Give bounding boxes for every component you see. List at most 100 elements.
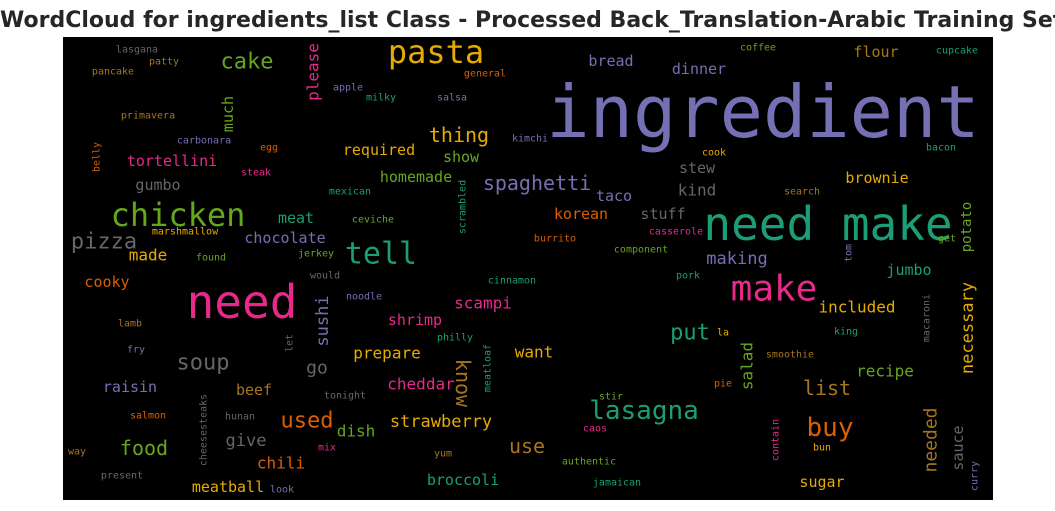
word-tonight: tonight — [324, 391, 366, 402]
word-needed: needed — [921, 407, 942, 472]
word-salsa: salsa — [437, 93, 467, 104]
word-need: need — [187, 275, 298, 329]
word-make: make — [731, 269, 818, 310]
word-jumbo: jumbo — [886, 261, 931, 279]
word-flour: flour — [853, 43, 898, 61]
word-la: la — [717, 328, 729, 339]
word-authentic: authentic — [562, 457, 616, 468]
word-caos: caos — [583, 424, 607, 435]
word-cheesesteaks: cheesesteaks — [199, 394, 210, 466]
word-cook: cook — [702, 148, 726, 159]
word-recipe: recipe — [856, 362, 914, 381]
word-tom: tom — [844, 244, 855, 262]
word-taco: taco — [596, 187, 632, 205]
word-homemade: homemade — [380, 168, 452, 186]
word-lasagna: lasagna — [589, 396, 699, 426]
word-carbonara: carbonara — [177, 136, 231, 147]
word-sauce: sauce — [949, 425, 967, 470]
word-cupcake: cupcake — [936, 46, 978, 57]
word-want: want — [515, 343, 554, 362]
word-stir: stir — [599, 392, 623, 403]
word-hunan: hunan — [225, 412, 255, 423]
word-general: general — [464, 69, 506, 80]
word-much: much — [219, 96, 237, 132]
word-primavera: primavera — [121, 111, 175, 122]
word-king: king — [834, 327, 858, 338]
word-apple: apple — [333, 83, 363, 94]
word-ingredient: ingredient — [546, 70, 979, 154]
word-shrimp: shrimp — [388, 311, 442, 329]
word-sushi: sushi — [313, 295, 333, 346]
word-curry: curry — [970, 461, 981, 491]
word-burrito: burrito — [534, 234, 576, 245]
word-list: list — [803, 376, 851, 400]
word-fry: fry — [127, 345, 145, 356]
word-pork: pork — [676, 271, 700, 282]
word-use: use — [509, 434, 545, 458]
word-raisin: raisin — [103, 378, 157, 396]
word-jamaican: jamaican — [593, 478, 641, 489]
word-brownie: brownie — [845, 169, 908, 187]
word-gumbo: gumbo — [135, 176, 180, 194]
word-chili: chili — [257, 454, 305, 473]
word-need-make: need make — [703, 197, 952, 251]
word-prepare: prepare — [353, 344, 420, 363]
word-philly: philly — [437, 333, 473, 344]
word-sugar: sugar — [799, 473, 844, 491]
word-pizza: pizza — [71, 230, 137, 255]
word-present: present — [101, 471, 143, 482]
word-cinnamon: cinnamon — [488, 276, 536, 287]
word-kind: kind — [678, 181, 717, 200]
word-cake: cake — [221, 50, 274, 75]
word-spaghetti: spaghetti — [483, 171, 591, 195]
word-meatball: meatball — [192, 478, 264, 496]
wordcloud-canvas: ingredient need make need make pasta chicken t… — [63, 37, 993, 500]
word-dinner: dinner — [672, 60, 726, 78]
word-pancake: pancake — [92, 67, 134, 78]
word-noodle: noodle — [346, 292, 382, 303]
word-salad: salad — [738, 342, 757, 390]
wordcloud-background — [63, 37, 993, 500]
word-cheddar: cheddar — [387, 375, 455, 394]
word-kimchi: kimchi — [512, 134, 548, 145]
word-beef: beef — [236, 381, 272, 399]
word-patty: patty — [149, 57, 179, 68]
word-know: know — [451, 359, 475, 408]
word-potato: potato — [959, 202, 975, 253]
word-included: included — [818, 298, 895, 317]
word-look: look — [270, 485, 294, 496]
word-milky: milky — [366, 93, 396, 104]
word-made: made — [129, 246, 168, 265]
word-making: making — [706, 249, 767, 269]
word-meat: meat — [278, 209, 314, 227]
word-cooky: cooky — [84, 273, 129, 291]
word-belly: belly — [92, 142, 103, 172]
word-steak: steak — [241, 168, 271, 179]
word-put: put — [670, 321, 710, 346]
word-component: component — [614, 245, 668, 256]
word-coffee: coffee — [740, 43, 776, 54]
word-would: would — [310, 271, 340, 282]
word-required: required — [343, 141, 415, 159]
word-let: let — [285, 334, 296, 352]
word-bun: bun — [813, 443, 831, 454]
word-salmon: salmon — [130, 411, 166, 422]
word-marshmallow: marshmallow — [152, 227, 219, 238]
word-lasgana: lasgana — [116, 45, 158, 56]
chart-title: WordCloud for ingredients_list Class - P… — [0, 8, 1055, 33]
word-strawberry: strawberry — [390, 412, 492, 432]
word-casserole: casserole — [649, 227, 703, 238]
word-mexican: mexican — [329, 187, 371, 198]
word-used: used — [281, 409, 334, 434]
word-meatloaf: meatloaf — [483, 344, 494, 392]
word-stew: stew — [679, 159, 716, 177]
word-mix: mix — [318, 443, 336, 454]
word-macaroni: macaroni — [922, 294, 933, 342]
word-yum: yum — [434, 449, 452, 460]
word-show: show — [443, 148, 480, 166]
word-search: search — [784, 187, 820, 198]
wordcloud-words: ingredient need make need make pasta chicken t… — [68, 37, 981, 496]
word-contain: contain — [771, 419, 782, 461]
word-dish: dish — [337, 422, 376, 441]
word-bread: bread — [588, 52, 633, 70]
